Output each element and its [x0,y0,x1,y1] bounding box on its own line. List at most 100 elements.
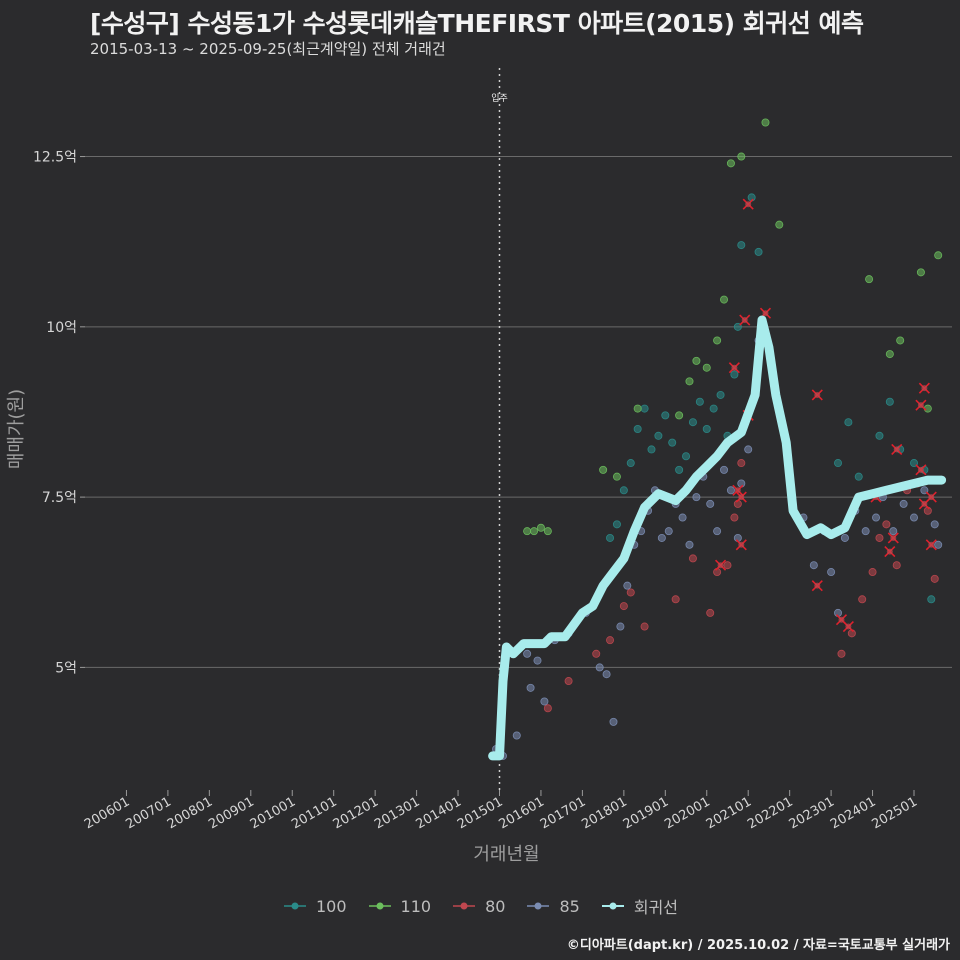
point-80 [737,459,746,468]
point-85 [595,663,604,672]
point-85 [657,533,666,542]
point-100 [668,438,677,447]
legend-key-icon [453,902,476,910]
point-80 [688,554,697,563]
point-85 [692,493,701,502]
point-80 [930,574,939,583]
cancelled-marker [887,532,899,544]
point-100 [640,404,649,413]
legend-key-icon [368,902,391,910]
point-85 [920,486,929,495]
cancelled-marker [891,443,903,455]
point-85 [602,670,611,679]
point-85 [899,499,908,508]
point-85 [827,568,836,577]
cancelled-marker [811,389,823,401]
point-110 [713,336,722,345]
x-axis-label: 거래년월 [473,844,539,865]
point-100 [834,459,843,468]
point-85 [720,465,729,474]
point-110 [675,411,684,420]
point-100 [927,595,936,604]
point-110 [761,118,770,127]
point-85 [726,486,735,495]
point-80 [592,649,601,658]
cancelled-marker [915,399,927,411]
point-80 [837,649,846,658]
move-in-annotation: 입주 [491,68,508,790]
point-85 [623,581,632,590]
point-110 [865,275,874,284]
point-80 [858,595,867,604]
point-100 [633,424,642,433]
point-110 [775,220,784,229]
point-85 [533,656,542,665]
point-80 [543,704,552,713]
y-tick-label: 7.5억 [42,490,77,506]
cancelled-marker [811,580,823,592]
x-tick-label: 202101 [704,794,754,832]
x-tick-label: 201501 [455,794,505,832]
legend-item: 85 [525,894,580,918]
x-tick-label: 201701 [538,794,588,832]
point-100 [647,445,656,454]
point-110 [692,356,701,365]
x-tick-label: 201001 [248,794,298,832]
legend-label: 100 [316,896,347,916]
point-85 [523,649,532,658]
point-110 [685,377,694,386]
point-80 [606,636,615,645]
x-tick-label: 201901 [621,794,671,832]
chart-subtitle: 2015-03-13 ~ 2025-09-25(최근계약일) 전체 거래건 [90,40,446,58]
regression-line [488,315,947,761]
point-100 [875,431,884,440]
point-85 [664,527,673,536]
cancelled-marker [918,382,930,394]
x-tick-label: 201401 [414,794,464,832]
point-85 [744,445,753,454]
x-tick-label: 202001 [662,794,712,832]
point-100 [688,418,697,427]
point-80 [882,520,891,529]
point-100 [844,418,853,427]
point-85 [540,697,549,706]
cancelled-marker [739,314,751,326]
x-tick-label: 201601 [496,794,546,832]
footer-credit: ©디아파트(dapt.kr) / 2025.10.02 / 자료=국토교통부 실… [566,938,950,953]
data-points [492,118,943,760]
point-80 [875,533,884,542]
point-85 [678,513,687,522]
point-110 [543,527,552,536]
point-85 [861,527,870,536]
point-110 [916,268,925,277]
x-tick-label: 202401 [828,794,878,832]
cancelled-marker [915,464,927,476]
point-100 [754,247,763,256]
legend-item: 100 [282,894,347,918]
x-tick-label: 202201 [745,794,795,832]
point-100 [661,411,670,420]
y-axis-label: 매매가(원) [6,389,27,469]
point-85 [713,527,722,536]
point-100 [619,486,628,495]
point-100 [854,472,863,481]
x-tick-label: 201201 [331,794,381,832]
point-100 [733,322,742,331]
point-80 [640,622,649,631]
legend-item: 110 [367,894,431,918]
point-100 [695,397,704,406]
grid-lines [85,156,952,668]
x-tick-label: 201101 [289,794,339,832]
point-100 [910,459,919,468]
point-85 [616,622,625,631]
cancelled-marker [742,198,754,210]
x-tick-label: 200901 [206,794,256,832]
x-tick-label: 201301 [372,794,422,832]
legend-item: 회귀선 [600,894,678,918]
legend-key-icon [601,902,624,910]
legend: 100 110 80 85 회귀선 [0,894,960,918]
cancelled-marker [735,491,747,503]
point-100 [709,404,718,413]
point-110 [720,295,729,304]
